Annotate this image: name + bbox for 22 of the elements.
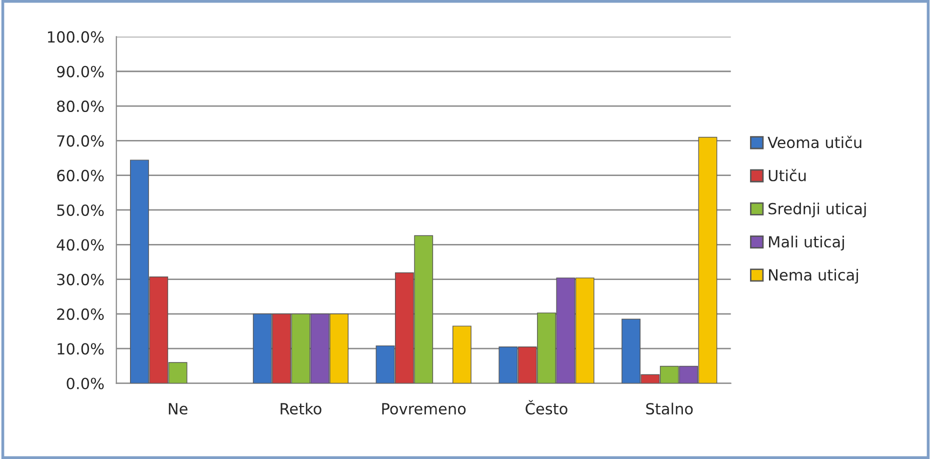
x-tick-label: Ne <box>168 403 188 415</box>
y-tick-label: 20.0% <box>57 308 104 320</box>
legend-label: Mali uticaj <box>769 236 844 251</box>
y-tick-label: 0.0% <box>66 378 104 390</box>
legend-label: Srednji uticaj <box>768 202 866 218</box>
y-tick-label: 100.0% <box>48 31 104 43</box>
y-tick-label: 80.0% <box>57 100 104 112</box>
y-tick-label: 50.0% <box>57 204 104 216</box>
y-tick-label: 40.0% <box>56 239 104 251</box>
y-tick-label: 10.0% <box>58 343 104 355</box>
legend-label: Nema uticaj <box>769 268 858 284</box>
y-tick-label: 90.0% <box>57 66 104 78</box>
legend-label: Utiču <box>768 168 806 182</box>
x-tick-label: Povremeno <box>382 403 466 415</box>
y-tick-label: 70.0% <box>57 135 104 147</box>
x-tick-label: Retko <box>280 402 322 415</box>
bar <box>452 326 472 384</box>
y-tick-label: 30.0% <box>57 274 104 286</box>
x-tick-label: Često <box>526 400 568 415</box>
x-tick-label: Stalno <box>646 402 693 415</box>
y-tick-label: 60.0% <box>57 170 104 182</box>
legend-label: Veoma utiču <box>768 136 862 148</box>
